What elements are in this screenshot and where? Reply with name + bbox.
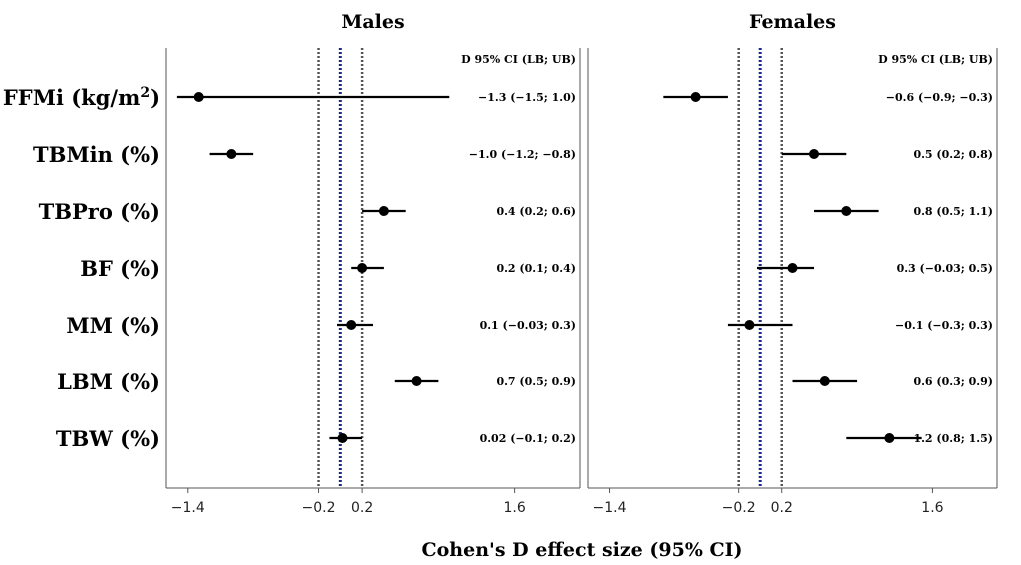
males-point-0 bbox=[193, 92, 204, 102]
females-ci-label-3: 0.3 (−0.03; 0.5) bbox=[897, 262, 993, 275]
females-point-3 bbox=[787, 263, 798, 273]
category-label-0: FFMi (kg/m2) bbox=[3, 85, 160, 110]
males-ci-label-2: 0.4 (0.2; 0.6) bbox=[496, 205, 576, 218]
females-tick-label-2: 0.2 bbox=[771, 500, 793, 516]
females-point-5 bbox=[819, 376, 830, 386]
males-ci-header: D 95% CI (LB; UB) bbox=[461, 53, 576, 66]
females-ci-label-4: −0.1 (−0.3; 0.3) bbox=[895, 319, 993, 332]
males-ci-label-4: 0.1 (−0.03; 0.3) bbox=[480, 319, 576, 332]
males-tick-label-2: 0.2 bbox=[351, 500, 373, 516]
x-axis-title: Cohen's D effect size (95% CI) bbox=[422, 539, 743, 561]
males-point-2 bbox=[378, 206, 389, 216]
females-ci-label-0: −0.6 (−0.9; −0.3) bbox=[886, 91, 993, 104]
females-tick-label-3: 1.6 bbox=[921, 500, 943, 516]
females-tick-label-1: −0.2 bbox=[722, 500, 756, 516]
category-label-5: LBM (%) bbox=[57, 369, 160, 394]
females-point-6 bbox=[884, 433, 895, 443]
category-label-1: TBMin (%) bbox=[33, 142, 160, 167]
males-point-6 bbox=[337, 433, 348, 443]
females-tick-label-0: −1.4 bbox=[593, 500, 627, 516]
category-label-3: BF (%) bbox=[80, 256, 160, 281]
females-ci-label-2: 0.8 (0.5; 1.1) bbox=[913, 205, 993, 218]
females-point-0 bbox=[690, 92, 701, 102]
males-tick-label-0: −1.4 bbox=[171, 500, 205, 516]
males-ci-label-6: 0.02 (−0.1; 0.2) bbox=[480, 432, 576, 445]
category-label-2: TBPro (%) bbox=[39, 199, 160, 224]
males-ci-label-3: 0.2 (0.1; 0.4) bbox=[496, 262, 576, 275]
females-ci-label-1: 0.5 (0.2; 0.8) bbox=[913, 148, 993, 161]
males-point-5 bbox=[411, 376, 422, 386]
males-ci-label-1: −1.0 (−1.2; −0.8) bbox=[469, 148, 576, 161]
males-ci-label-5: 0.7 (0.5; 0.9) bbox=[496, 375, 576, 388]
females-point-2 bbox=[841, 206, 852, 216]
females-panel-title: Females bbox=[749, 11, 836, 33]
category-label-4: MM (%) bbox=[66, 313, 160, 338]
females-point-4 bbox=[744, 320, 755, 330]
females-point-1 bbox=[809, 149, 820, 159]
females-ci-label-6: 1.2 (0.8; 1.5) bbox=[913, 432, 993, 445]
females-ci-header: D 95% CI (LB; UB) bbox=[878, 53, 993, 66]
males-tick-label-1: −0.2 bbox=[302, 500, 336, 516]
males-point-4 bbox=[346, 320, 357, 330]
males-tick-label-3: 1.6 bbox=[503, 500, 525, 516]
males-ci-label-0: −1.3 (−1.5; 1.0) bbox=[478, 91, 576, 104]
category-label-6: TBW (%) bbox=[56, 426, 160, 451]
females-ci-label-5: 0.6 (0.3; 0.9) bbox=[913, 375, 993, 388]
males-point-1 bbox=[226, 149, 237, 159]
males-point-3 bbox=[357, 263, 368, 273]
males-panel-title: Males bbox=[341, 11, 404, 33]
